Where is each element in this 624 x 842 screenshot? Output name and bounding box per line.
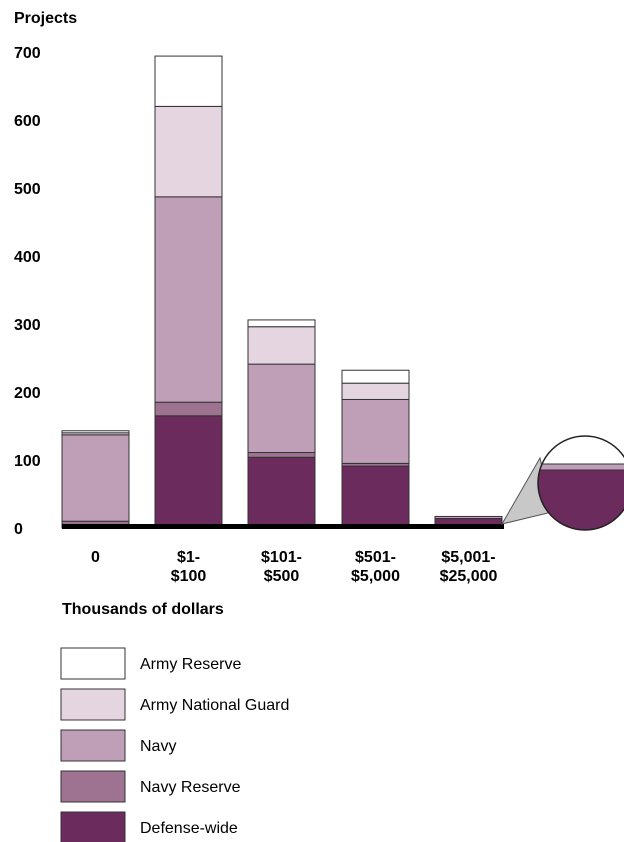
legend-label: Navy bbox=[140, 738, 176, 755]
bar-segment-navy bbox=[247, 363, 316, 454]
y-tick-label: 400 bbox=[14, 249, 41, 266]
legend-label: Army National Guard bbox=[140, 697, 289, 714]
y-tick-label: 0 bbox=[14, 521, 23, 538]
bar-segment-navy bbox=[341, 398, 410, 464]
legend: Army Reserve Army National Guard Navy Navy … bbox=[60, 647, 289, 842]
y-tick-label: 300 bbox=[14, 317, 41, 334]
x-axis-label: Thousands of dollars bbox=[62, 601, 224, 618]
bar-segment-navy-reserve bbox=[247, 452, 316, 458]
x-tick-label: $101-$500 bbox=[261, 549, 302, 585]
legend-label: Defense-wide bbox=[140, 820, 238, 837]
bar-segment-navy bbox=[154, 196, 223, 403]
legend-swatch bbox=[60, 770, 126, 803]
x-tick-label: $1-$100 bbox=[171, 549, 207, 585]
bar-segment-army-national-guard bbox=[247, 326, 316, 365]
bar-segment-army-national-guard bbox=[154, 105, 223, 198]
y-tick-label: 500 bbox=[14, 181, 41, 198]
bar-segment-army-national-guard bbox=[341, 382, 410, 400]
bar-segment-navy-reserve bbox=[154, 401, 223, 417]
bar-segment-defense-wide bbox=[341, 465, 410, 529]
bar-segment-navy bbox=[434, 515, 503, 519]
y-tick-label: 100 bbox=[14, 453, 41, 470]
magnified-segment-defense-wide bbox=[538, 469, 624, 530]
bars bbox=[61, 55, 503, 529]
bar-segment-army-reserve bbox=[341, 369, 410, 384]
bar-segment-army-reserve bbox=[247, 319, 316, 328]
bar-segment-navy bbox=[61, 434, 130, 522]
legend-swatch bbox=[60, 688, 126, 721]
legend-label: Army Reserve bbox=[140, 656, 241, 673]
y-tick-label: 200 bbox=[14, 385, 41, 402]
bar-segment-defense-wide bbox=[154, 415, 223, 529]
magnifier-circle bbox=[537, 435, 624, 531]
x-tick-label: $5,001-$25,000 bbox=[440, 549, 498, 585]
bar-segment-army-reserve bbox=[154, 55, 223, 107]
x-tick-label: $501-$5,000 bbox=[351, 549, 400, 585]
legend-swatch bbox=[60, 729, 126, 762]
magnifier-inset bbox=[500, 435, 624, 531]
legend-label: Navy Reserve bbox=[140, 779, 241, 796]
x-axis-baseline bbox=[62, 524, 504, 529]
magnified-segment-navy bbox=[538, 463, 624, 471]
y-axis-label: Projects bbox=[14, 10, 77, 27]
legend-swatch bbox=[60, 647, 126, 680]
y-tick-label: 700 bbox=[14, 45, 41, 62]
x-tick-label: 0 bbox=[91, 549, 100, 566]
bar-segment-defense-wide bbox=[247, 456, 316, 529]
y-tick-label: 600 bbox=[14, 113, 41, 130]
y-tick-labels: 0 100 200 300 400 500 600 700 bbox=[14, 45, 41, 538]
x-tick-labels: 0 $1-$100 $101-$500 $501-$5,000 $5,001-$25,0… bbox=[91, 549, 497, 585]
legend-swatch bbox=[60, 811, 126, 842]
bar-segment-army-reserve bbox=[61, 430, 130, 434]
